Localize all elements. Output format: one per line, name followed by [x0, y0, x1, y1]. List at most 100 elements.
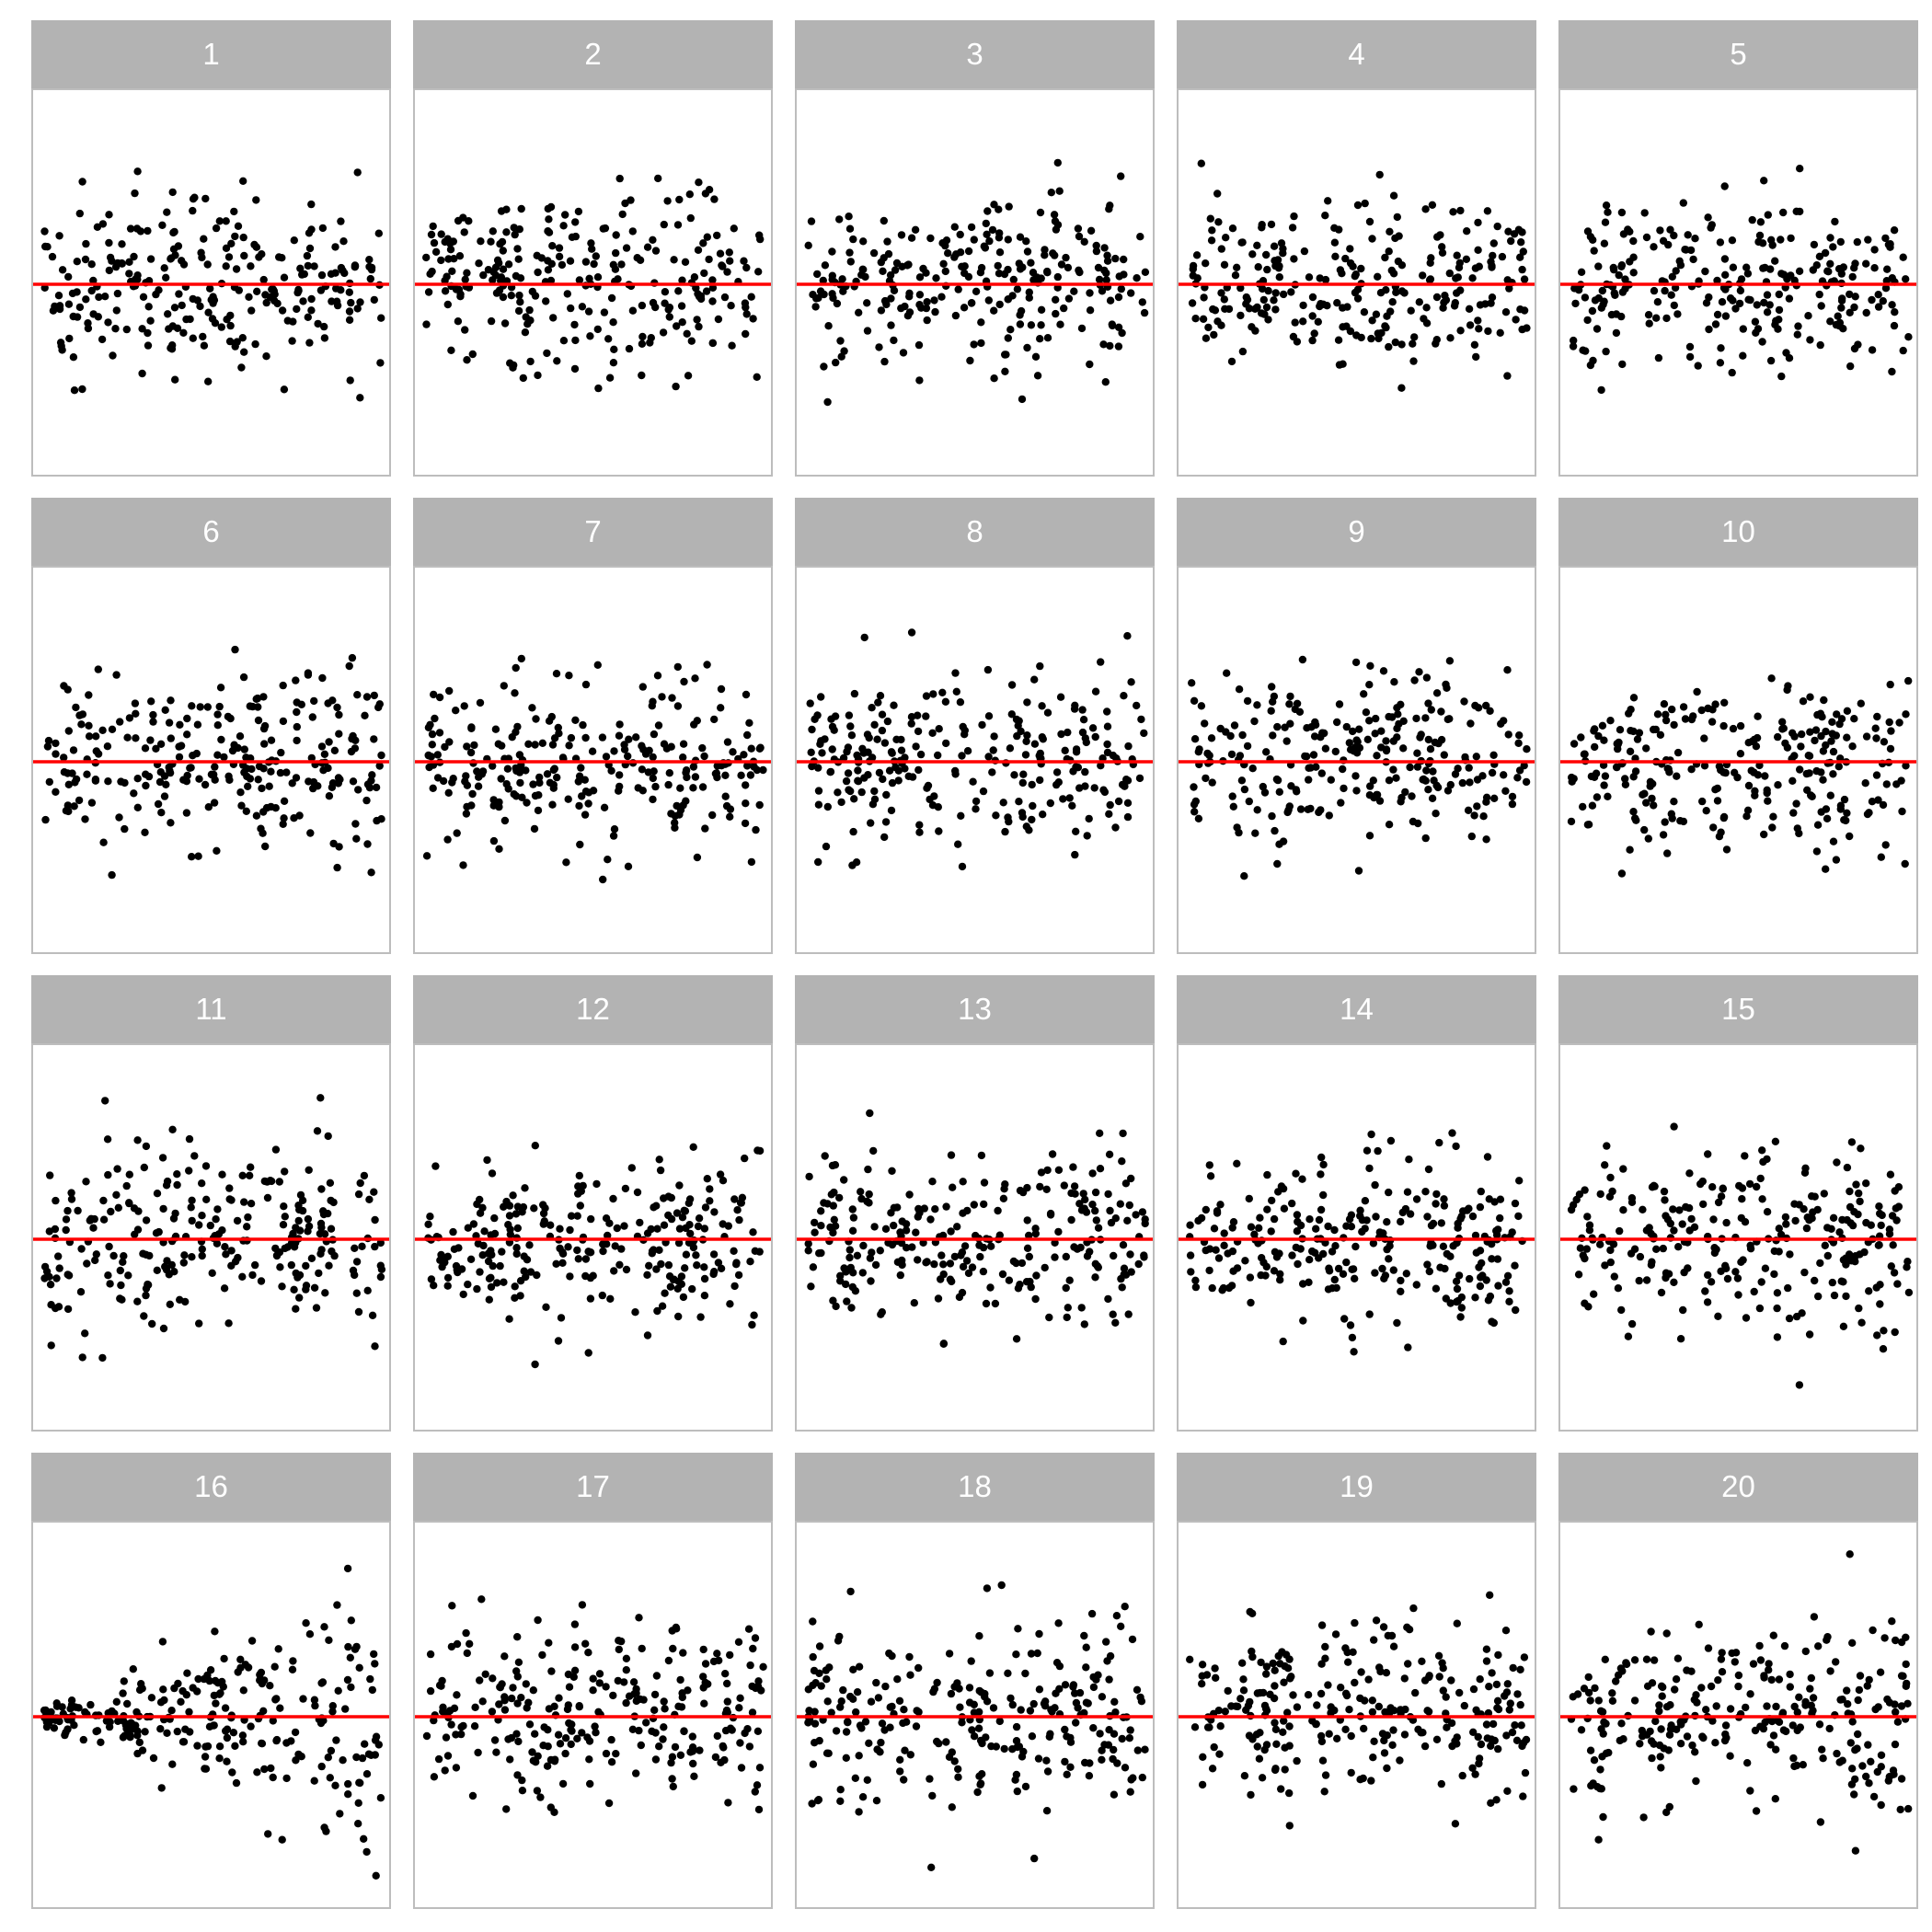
data-point — [526, 316, 535, 325]
data-point — [182, 315, 190, 324]
data-point — [1438, 248, 1447, 257]
data-point — [1291, 318, 1299, 327]
data-point — [47, 1341, 55, 1350]
data-point — [1453, 1238, 1461, 1248]
data-point — [564, 1243, 572, 1251]
data-point — [327, 1746, 336, 1755]
data-point — [668, 1775, 676, 1783]
data-point — [1096, 1730, 1104, 1738]
data-point — [290, 236, 298, 245]
data-point — [506, 1230, 514, 1238]
data-point — [832, 1302, 840, 1311]
data-point — [185, 1134, 194, 1144]
scatter-svg — [1179, 655, 1535, 880]
data-point — [995, 248, 1005, 257]
data-point — [296, 264, 305, 272]
data-point — [193, 720, 202, 729]
data-point — [370, 1650, 378, 1659]
data-point — [633, 254, 641, 262]
data-point — [1751, 317, 1760, 326]
data-point — [647, 334, 655, 342]
data-point — [159, 1685, 167, 1694]
data-point — [1351, 288, 1360, 297]
data-point — [568, 233, 577, 241]
data-point — [1773, 1333, 1782, 1341]
data-point — [1420, 1742, 1430, 1751]
data-point — [1700, 762, 1709, 770]
data-point — [248, 1271, 257, 1280]
data-point — [1009, 1257, 1018, 1266]
data-point — [324, 1132, 332, 1141]
data-point — [674, 1312, 683, 1321]
data-point — [144, 1280, 152, 1289]
data-point — [689, 1759, 697, 1768]
data-point — [234, 743, 242, 753]
data-point — [894, 776, 903, 785]
data-point — [497, 775, 505, 783]
data-point — [349, 731, 357, 741]
data-point — [233, 338, 241, 346]
data-point — [1471, 1231, 1480, 1240]
data-point — [1208, 1283, 1216, 1293]
data-point — [1812, 847, 1822, 856]
data-point — [998, 1270, 1007, 1279]
data-point — [1440, 1202, 1449, 1210]
data-point — [555, 1694, 563, 1702]
data-point — [278, 1835, 286, 1844]
data-point — [1082, 1698, 1091, 1707]
data-point — [203, 260, 212, 269]
data-point — [97, 1738, 105, 1746]
data-point — [1486, 1292, 1495, 1301]
data-point — [1054, 1166, 1064, 1174]
data-point — [1522, 777, 1531, 787]
data-point — [1828, 718, 1836, 726]
data-point — [1027, 1282, 1035, 1292]
data-point — [1110, 1697, 1119, 1706]
data-point — [1851, 1258, 1859, 1266]
data-point — [1875, 1241, 1883, 1249]
data-point — [522, 766, 530, 775]
data-point — [1137, 1697, 1146, 1706]
data-point — [1086, 360, 1094, 369]
data-point — [1890, 321, 1899, 330]
data-point — [1515, 731, 1524, 740]
data-point — [664, 1656, 673, 1665]
data-point — [526, 1268, 535, 1276]
plot-area — [1558, 566, 1918, 954]
data-point — [370, 735, 378, 743]
data-point — [1082, 1208, 1091, 1216]
data-point — [158, 221, 167, 229]
data-point — [1339, 765, 1347, 774]
data-point — [528, 704, 536, 712]
data-point — [1835, 1228, 1844, 1236]
data-point — [556, 1225, 564, 1233]
data-point — [734, 1638, 743, 1646]
data-point — [1008, 1700, 1017, 1709]
data-point — [58, 266, 67, 274]
data-point — [42, 1267, 52, 1276]
data-point — [1064, 1304, 1072, 1312]
data-point — [1888, 301, 1896, 309]
data-point — [131, 699, 140, 707]
data-point — [1804, 312, 1812, 320]
data-point — [1397, 287, 1407, 295]
plot-area — [1177, 88, 1536, 477]
data-point — [328, 1702, 337, 1710]
data-point — [965, 1684, 974, 1692]
data-point — [441, 287, 450, 295]
data-point — [511, 1294, 519, 1302]
data-point — [625, 344, 634, 353]
data-point — [500, 816, 510, 825]
data-point — [1210, 330, 1218, 339]
data-point — [755, 1146, 765, 1156]
data-point — [133, 1731, 142, 1740]
data-point — [1078, 728, 1087, 737]
data-point — [897, 231, 906, 239]
data-point — [352, 1289, 361, 1297]
data-point — [1094, 1671, 1102, 1679]
data-point — [361, 1740, 369, 1748]
data-point — [581, 733, 590, 742]
data-point — [1635, 729, 1644, 737]
data-point — [684, 372, 693, 380]
data-point — [649, 697, 657, 706]
